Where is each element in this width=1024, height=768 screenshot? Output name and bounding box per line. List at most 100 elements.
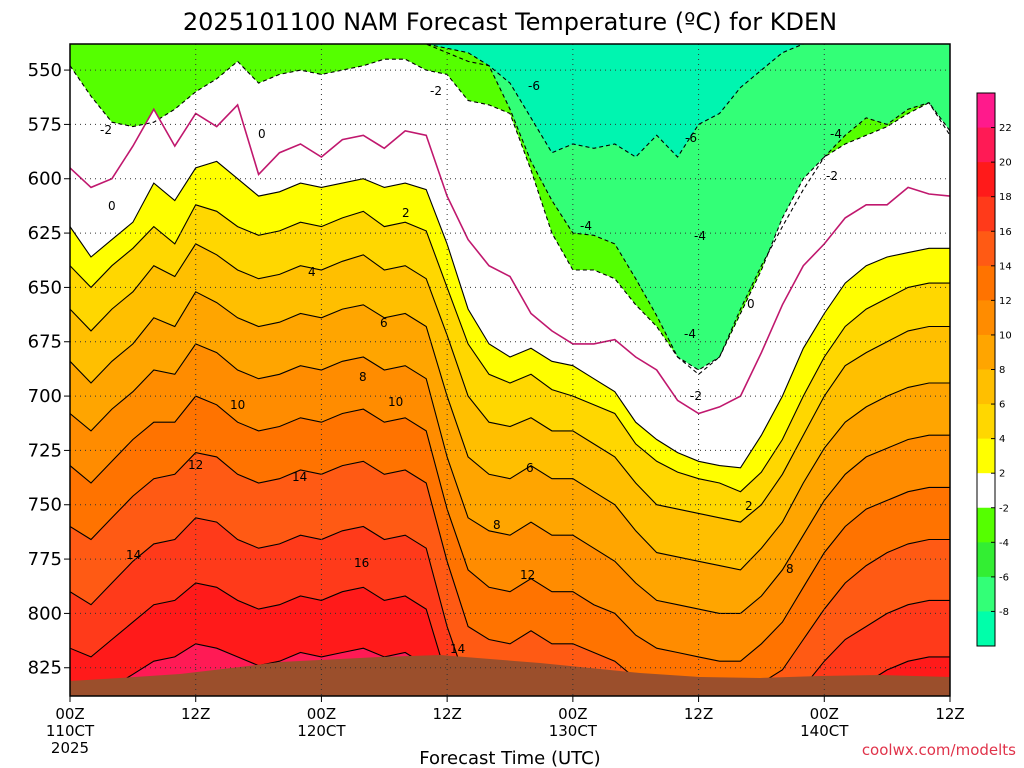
x-tick-label: 110CT (46, 722, 95, 740)
y-tick-label: 825 (28, 658, 62, 679)
contour-label: -4 (684, 327, 696, 341)
contour-label: -2 (826, 169, 838, 183)
colorbar-band (977, 300, 995, 336)
x-tick-label: 00Z (558, 705, 587, 723)
y-tick-label: 550 (28, 60, 62, 81)
x-tick-label: 12Z (432, 705, 461, 723)
colorbar-tick-label: 8 (999, 365, 1005, 376)
colorbar: 22 20 18 16 14 12 10 8 6 4 2 -2 -4 -6 -8 (976, 92, 1012, 647)
contour-label: 0 (258, 127, 266, 141)
colorbar-band (977, 404, 995, 440)
colorbar-tick-label: 16 (999, 227, 1012, 238)
colorbar-tick-label: 20 (999, 158, 1012, 169)
colorbar-band (977, 473, 995, 509)
x-axis-title: Forecast Time (UTC) (419, 748, 600, 768)
colorbar-band (977, 231, 995, 267)
isotherm--4 (70, 44, 950, 376)
colorbar-tick-label: 18 (999, 192, 1012, 203)
contour-label: 16 (354, 556, 369, 570)
plot-frame (69, 43, 951, 697)
x-tick-label: 00Z (55, 705, 84, 723)
colorbar-tick-label: 12 (999, 296, 1012, 307)
contour-label: 0 (108, 199, 116, 213)
terrain (70, 655, 950, 696)
colorbar-band (977, 369, 995, 405)
contour-label: 2 (745, 499, 753, 513)
colorbar-tick-label: 2 (999, 469, 1005, 480)
isotherm-12 (70, 395, 950, 662)
isotherm-8 (70, 291, 950, 571)
contour-label: 8 (359, 370, 367, 384)
grid (70, 44, 950, 696)
x-tick-label: 120CT (297, 722, 346, 740)
chart-title: 2025101100 NAM Forecast Temperature (ºC)… (183, 8, 837, 36)
contour-label: 6 (380, 316, 388, 330)
colorbar-tick-label: -8 (999, 607, 1009, 618)
contour-label: -4 (580, 219, 592, 233)
x-tick-label: 140CT (800, 722, 849, 740)
contour-label: 0 (747, 297, 755, 311)
x-tick-label: 00Z (810, 705, 839, 723)
isotherm-20 (70, 643, 950, 696)
y-tick-label: 775 (28, 549, 62, 570)
isotherm-2 (70, 160, 950, 469)
x-tick-label: 12Z (181, 705, 210, 723)
contour-label: 4 (308, 265, 316, 279)
x-tick-label: 12Z (935, 705, 964, 723)
y-tick-label: 650 (28, 277, 62, 298)
colorbar-band (977, 576, 995, 612)
isotherm-10 (70, 343, 950, 614)
contour-label: 14 (292, 470, 307, 484)
colorbar-band (977, 93, 995, 129)
colorbar-band (977, 611, 995, 647)
colorbar-tick-label: 4 (999, 434, 1005, 445)
contour-label: 14 (450, 642, 465, 656)
isotherm--6 (70, 44, 950, 158)
contour-label: -6 (685, 131, 697, 145)
x-tick-label: 12Z (684, 705, 713, 723)
y-tick-label: 575 (28, 114, 62, 135)
contour-label: -4 (694, 229, 706, 243)
isotherm-18 (70, 582, 950, 696)
isotherm--2 (70, 58, 950, 371)
isotherm-4 (70, 204, 950, 493)
contour-labels: -2 -6 -2 0 -6 -4 0 2 -2 -4 -4 -4 4 6 0 8… (100, 79, 842, 656)
contour-label: -2 (100, 123, 112, 137)
colorbar-band (977, 127, 995, 163)
isotherm-6 (70, 243, 950, 523)
x-tick-label: 130CT (549, 722, 598, 740)
contour-label: 8 (493, 518, 501, 532)
y-tick-label: 600 (28, 169, 62, 190)
colorbar-band (977, 334, 995, 370)
colorbar-tick-label: 6 (999, 400, 1005, 411)
y-tick-label: 625 (28, 223, 62, 244)
colorbar-band (977, 162, 995, 198)
credit-text: coolwx.com/modelts (862, 741, 1016, 759)
y-tick-label: 725 (28, 440, 62, 461)
y-tick-label: 675 (28, 332, 62, 353)
colorbar-band (977, 196, 995, 232)
contour-label: 10 (230, 398, 245, 412)
colorbar-tick-label: 14 (999, 261, 1012, 272)
colorbar-tick-label: -4 (999, 538, 1009, 549)
colorbar-tick-label: 22 (999, 123, 1012, 134)
contour-label: 2 (402, 206, 410, 220)
colorbar-band (977, 542, 995, 578)
x-tick-label: 2025 (51, 739, 89, 757)
colorbar-tick-label: -6 (999, 572, 1009, 583)
contour-label: 10 (388, 395, 403, 409)
colorbar-tick-label: 10 (999, 330, 1012, 341)
contour-label: 6 (526, 461, 534, 475)
y-tick-label: 700 (28, 386, 62, 407)
isotherm-0 (70, 103, 950, 415)
colorbar-band (977, 438, 995, 474)
colorbar-band (977, 265, 995, 301)
colorbar-band (977, 507, 995, 543)
y-tick-label: 800 (28, 603, 62, 624)
contour-label: -6 (528, 79, 540, 93)
contour-label: 12 (520, 568, 535, 582)
contour-label: 12 (188, 458, 203, 472)
contour-label: 8 (786, 562, 794, 576)
